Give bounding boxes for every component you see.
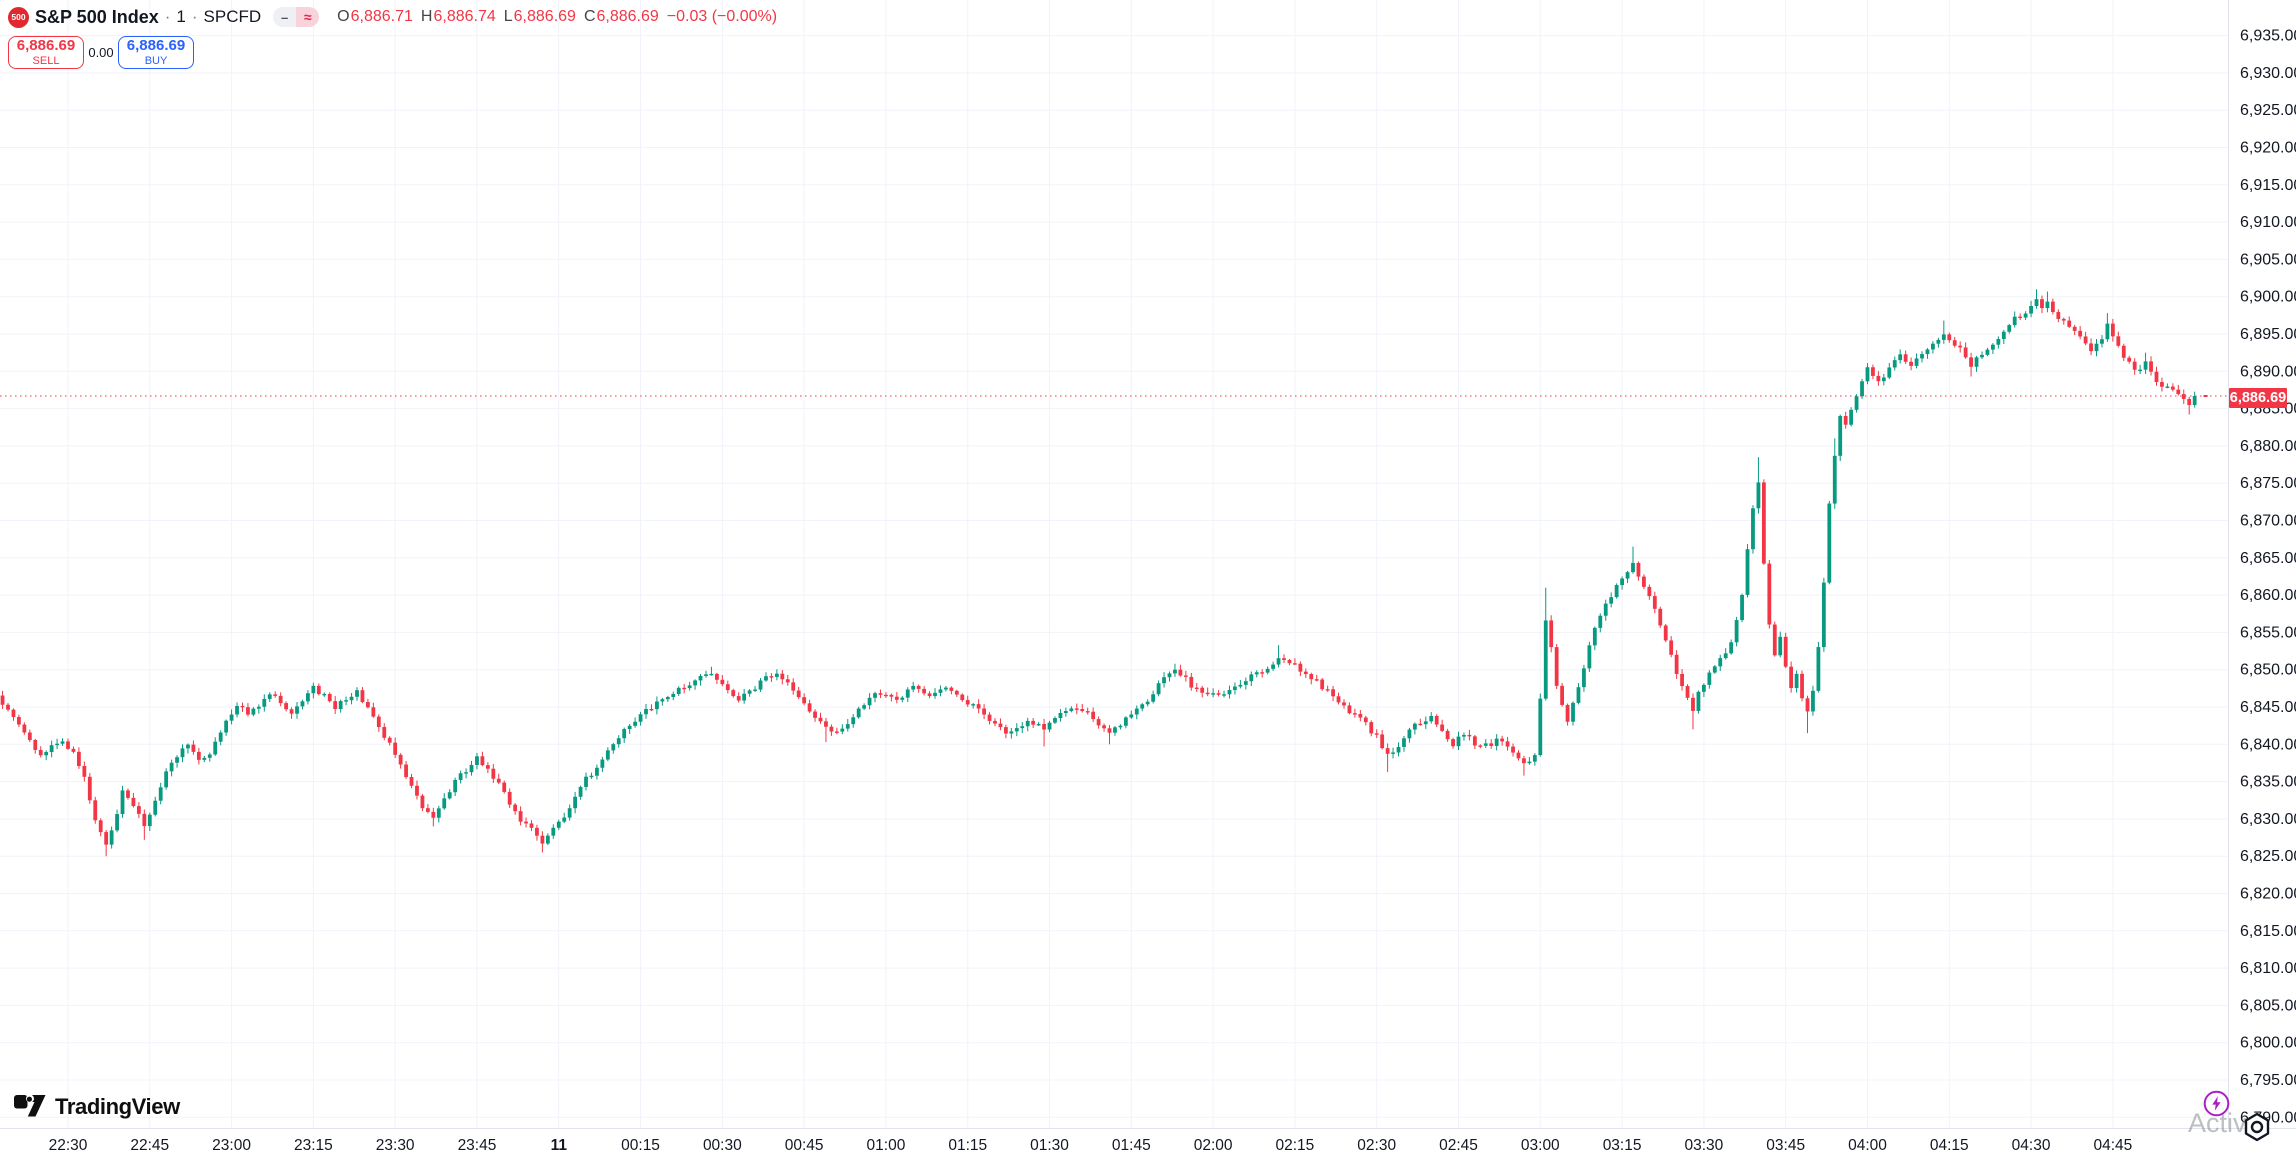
open-label: O	[337, 8, 350, 25]
axis-borders	[0, 0, 2296, 1129]
candlestick-series	[0, 289, 2208, 857]
time-axis-label: 01:00	[867, 1137, 906, 1154]
current-price-tag: 6,886.69	[2229, 388, 2287, 408]
price-axis-label: 6,800.00	[2240, 1035, 2296, 1052]
time-axis-settings-gear-icon[interactable]	[2241, 1111, 2273, 1143]
close-label: C	[583, 8, 596, 25]
tradingview-logo[interactable]: TradingView	[14, 1094, 180, 1120]
high-label: H	[420, 8, 433, 25]
symbol-logo-icon: 500	[8, 6, 29, 28]
open-value: 6,886.71	[350, 8, 413, 25]
price-axis-label: 6,935.00	[2240, 28, 2296, 45]
price-axis-label: 6,845.00	[2240, 699, 2296, 716]
price-axis-label: 6,875.00	[2240, 475, 2296, 492]
time-axis-label: 02:45	[1439, 1137, 1478, 1154]
price-axis-label: 6,860.00	[2240, 587, 2296, 604]
price-axis-label: 6,820.00	[2240, 886, 2296, 903]
time-axis-label: 04:45	[2093, 1137, 2132, 1154]
chart-header: 500 S&P 500 Index · 1 · SPCFD – ≈ O 6,88…	[8, 4, 777, 69]
price-axis-label: 6,930.00	[2240, 65, 2296, 82]
time-axis-label: 23:15	[294, 1137, 333, 1154]
price-axis-label: 6,900.00	[2240, 289, 2296, 306]
time-axis-label: 22:30	[49, 1137, 88, 1154]
time-axis-labels[interactable]: 22:30 22:45 23:00 23:15 23:30 23:45 11 00:15 00:…	[49, 1137, 2133, 1154]
price-axis-label: 6,855.00	[2240, 624, 2296, 641]
symbol-name[interactable]: S&P 500 Index	[35, 6, 159, 27]
time-axis-label: 01:15	[948, 1137, 987, 1154]
time-axis-label: 03:30	[1684, 1137, 1723, 1154]
market-status-capsule[interactable]: – ≈	[273, 7, 320, 27]
buy-button[interactable]: 6,886.69 BUY	[118, 36, 194, 69]
price-axis-label: 6,850.00	[2240, 662, 2296, 679]
market-paused-icon: –	[273, 7, 297, 27]
ohlc-readout: O 6,886.71 H 6,886.74 L 6,886.69 C 6,886…	[329, 8, 777, 26]
time-axis-label: 23:00	[212, 1137, 251, 1154]
price-axis-label: 6,825.00	[2240, 848, 2296, 865]
sell-label: SELL	[32, 55, 60, 68]
high-value: 6,886.74	[433, 8, 496, 25]
price-axis-label: 6,810.00	[2240, 960, 2296, 977]
time-axis-label: 23:30	[376, 1137, 415, 1154]
close-value: 6,886.69	[596, 8, 659, 25]
price-axis-label: 6,830.00	[2240, 811, 2296, 828]
time-axis-label: 00:15	[621, 1137, 660, 1154]
buy-price: 6,886.69	[126, 36, 186, 54]
time-axis-label: 03:45	[1766, 1137, 1805, 1154]
time-axis-label: 00:30	[703, 1137, 742, 1154]
price-axis-label: 6,815.00	[2240, 923, 2296, 940]
time-axis-label: 23:45	[458, 1137, 497, 1154]
time-axis-label: 22:45	[130, 1137, 169, 1154]
tradingview-logo-text: TradingView	[55, 1094, 180, 1119]
exchange-name[interactable]: SPCFD	[203, 7, 262, 26]
price-axis-label: 6,870.00	[2240, 513, 2296, 530]
price-axis-label: 6,890.00	[2240, 363, 2296, 380]
time-axis-label: 00:45	[785, 1137, 824, 1154]
grid	[0, 0, 2228, 1128]
price-axis-label: 6,910.00	[2240, 214, 2296, 231]
time-axis-label: 01:30	[1030, 1137, 1069, 1154]
time-axis-label: 02:30	[1357, 1137, 1396, 1154]
time-axis-label: 03:15	[1603, 1137, 1642, 1154]
separator: ·	[191, 7, 198, 26]
price-axis-label: 6,795.00	[2240, 1072, 2296, 1089]
price-axis-label: 6,920.00	[2240, 140, 2296, 157]
time-axis-label: 04:30	[2012, 1137, 2051, 1154]
time-axis-label: 04:15	[1930, 1137, 1969, 1154]
price-axis-label: 6,840.00	[2240, 736, 2296, 753]
low-value: 6,886.69	[513, 8, 576, 25]
time-axis-label: 02:15	[1276, 1137, 1315, 1154]
sell-price: 6,886.69	[16, 36, 76, 54]
separator: ·	[164, 7, 171, 26]
price-axis-label: 6,895.00	[2240, 326, 2296, 343]
price-axis-label: 6,925.00	[2240, 102, 2296, 119]
approximate-data-icon: ≈	[296, 7, 320, 27]
spread-value: 0.00	[84, 45, 118, 60]
timeframe-value[interactable]: 1	[176, 7, 186, 26]
time-axis-label: 02:00	[1194, 1137, 1233, 1154]
price-axis-label: 6,805.00	[2240, 997, 2296, 1014]
buy-label: BUY	[144, 55, 168, 68]
price-axis-label: 6,905.00	[2240, 251, 2296, 268]
price-axis-label: 6,880.00	[2240, 438, 2296, 455]
time-axis-label: 04:00	[1848, 1137, 1887, 1154]
price-axis-labels[interactable]: 6,935.00 6,930.00 6,925.00 6,920.00 6,915.00…	[2240, 28, 2296, 1127]
lightning-button[interactable]	[2203, 1090, 2230, 1117]
sell-button[interactable]: 6,886.69 SELL	[8, 36, 84, 69]
price-axis-label: 6,865.00	[2240, 550, 2296, 567]
change-value: −0.03 (−0.00%)	[666, 8, 778, 25]
tradingview-logo-icon	[14, 1095, 46, 1117]
price-axis-label: 6,835.00	[2240, 774, 2296, 791]
price-axis-label: 6,915.00	[2240, 177, 2296, 194]
low-label: L	[503, 8, 513, 25]
time-axis-label: 03:00	[1521, 1137, 1560, 1154]
time-axis-label: 01:45	[1112, 1137, 1151, 1154]
time-axis-label-session-start: 11	[551, 1137, 568, 1154]
